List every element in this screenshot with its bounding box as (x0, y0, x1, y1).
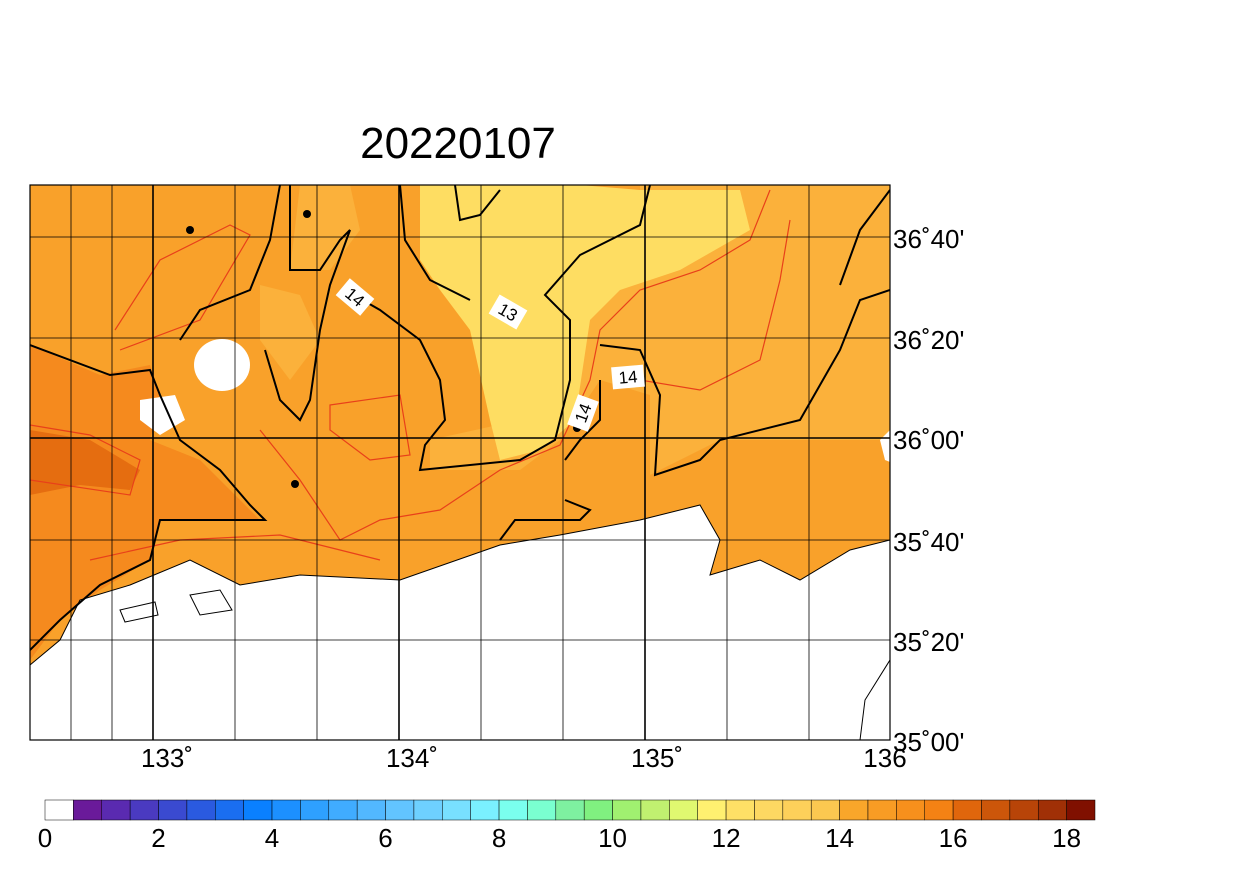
colorbar-cell (839, 799, 869, 821)
colorbar-cell (385, 799, 415, 821)
colorbar-cell (413, 799, 443, 821)
colorbar-label: 0 (38, 823, 52, 853)
colorbar-cell (470, 799, 500, 821)
colorbar-cell (356, 799, 386, 821)
colorbar-cell (896, 799, 925, 821)
colorbar-label: 6 (378, 823, 392, 853)
colorbar-cell (158, 799, 188, 821)
colorbar-cell (442, 799, 471, 821)
colorbar-cell (44, 799, 74, 821)
colorbar-cell (1009, 799, 1039, 821)
colorbar-cell (952, 799, 982, 821)
colorbar-cell (924, 799, 954, 821)
colorbar-label: 8 (492, 823, 506, 853)
colorbar-cell (243, 799, 273, 821)
grid (30, 185, 890, 740)
lon-label: 136 (863, 743, 906, 773)
colorbar-label: 18 (1052, 823, 1081, 853)
lon-label: 133˚ (141, 743, 193, 773)
colorbar-label: 2 (151, 823, 165, 853)
colorbar-cell (186, 799, 216, 821)
contour-label: 14 (567, 394, 599, 432)
contour-label: 14 (611, 364, 645, 390)
colorbar-cell (101, 799, 131, 821)
colorbar-cell (527, 799, 557, 821)
lat-label: 35˚40' (893, 527, 964, 557)
colorbar-cell (555, 799, 585, 821)
lon-label: 135˚ (631, 743, 683, 773)
colorbar-cell (271, 799, 301, 821)
contour-label-box (567, 394, 599, 432)
colorbar-cell (328, 799, 358, 821)
colorbar-cell (669, 799, 698, 821)
colorbar-cell (640, 799, 670, 821)
lat-label: 35˚20' (893, 627, 964, 657)
lat-label: 36˚00' (893, 425, 964, 455)
colorbar-cell (697, 799, 727, 821)
contour-label-box (611, 364, 645, 390)
colorbar-cell (725, 799, 755, 821)
lat-label: 36˚40' (893, 224, 964, 254)
map (30, 185, 890, 740)
lat-label: 36˚20' (893, 325, 964, 355)
map-frame (29, 184, 891, 741)
colorbar-cell (782, 799, 812, 821)
colorbar-label: 16 (939, 823, 968, 853)
colorbar-label: 10 (598, 823, 627, 853)
colorbar-cell (1066, 799, 1096, 821)
contour-label-text: 14 (618, 367, 639, 388)
colorbar-cell (498, 799, 528, 821)
title: 20220107 (360, 119, 556, 168)
lon-label: 134˚ (386, 743, 438, 773)
colorbar-cell (754, 799, 784, 821)
colorbar-cell (300, 799, 330, 821)
colorbar-cell (810, 799, 840, 821)
colorbar-cell (215, 799, 244, 821)
colorbar-cell (1037, 799, 1067, 821)
lat-label: 35˚00' (893, 727, 964, 757)
colorbar-cell (129, 799, 159, 821)
colorbar-cell (73, 799, 103, 821)
colorbar-label: 12 (712, 823, 741, 853)
colorbar-cell (867, 799, 897, 821)
colorbar-cell (612, 799, 642, 821)
colorbar-label: 4 (265, 823, 279, 853)
contour-label-box (335, 278, 375, 316)
colorbar-label: 14 (825, 823, 854, 853)
colorbar-cell (981, 799, 1011, 821)
colorbar-cell (583, 799, 613, 821)
contour-label-box (488, 294, 528, 330)
